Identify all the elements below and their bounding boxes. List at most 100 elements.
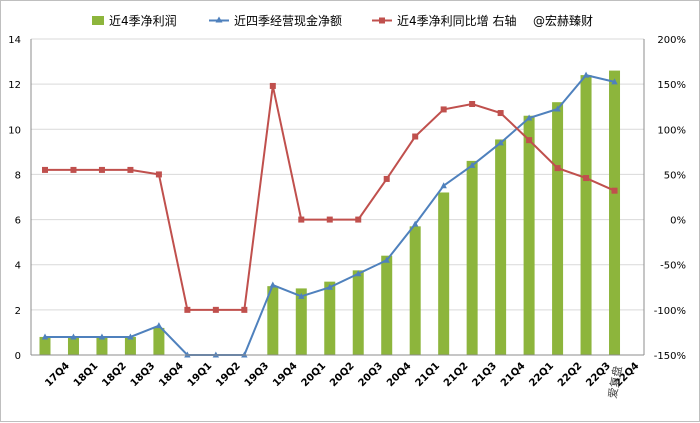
line-series-profit-growth bbox=[42, 82, 618, 313]
legend-label-profit-growth: 近4季净利同比增 右轴 bbox=[397, 13, 516, 28]
legend-watermark: @宏赫臻财 bbox=[533, 13, 593, 28]
y-right-tick-label: 100% bbox=[657, 125, 686, 136]
y-left-tick-label: 8 bbox=[15, 170, 21, 181]
bar-net-profit bbox=[409, 226, 421, 355]
operating-cash-point bbox=[611, 78, 618, 85]
operating-cash-point bbox=[554, 105, 561, 112]
bar-net-profit bbox=[381, 255, 393, 355]
y-right-tick-label: -50% bbox=[660, 261, 686, 272]
y-right-tick-label: -100% bbox=[654, 306, 686, 317]
operating-cash-point bbox=[98, 333, 106, 340]
y-left-tick-label: 4 bbox=[15, 261, 21, 272]
operating-cash-point bbox=[155, 322, 163, 329]
bar-net-profit bbox=[124, 336, 136, 355]
profit-growth-point bbox=[554, 165, 561, 172]
profit-growth-point bbox=[326, 216, 333, 223]
profit-growth-point bbox=[98, 166, 105, 173]
y-right-tick-label: 200% bbox=[657, 35, 686, 46]
x-tick-label: 21Q1 bbox=[414, 361, 443, 390]
bar-net-profit bbox=[153, 327, 165, 355]
bar-net-profit bbox=[352, 270, 364, 355]
operating-cash-point bbox=[497, 139, 504, 146]
legend: 近4季净利润 近四季经营现金净额 近4季净利同比增 右轴 @宏赫臻财 bbox=[92, 13, 593, 28]
operating-cash-point bbox=[269, 281, 277, 288]
bar-net-profit bbox=[523, 115, 535, 355]
x-tick-label: 21Q3 bbox=[470, 361, 499, 390]
profit-growth-point bbox=[526, 137, 533, 144]
x-tick-label: 19Q4 bbox=[271, 361, 300, 390]
legend-label-operating-cash: 近四季经营现金净额 bbox=[234, 13, 342, 28]
x-tick-label: 19Q1 bbox=[186, 361, 215, 390]
y-right-tick-label: -150% bbox=[654, 351, 686, 362]
y-right-tick-label: 150% bbox=[657, 80, 686, 91]
x-tick-label: 21Q4 bbox=[499, 361, 528, 390]
profit-growth-point bbox=[184, 306, 191, 313]
bar-net-profit bbox=[324, 281, 336, 355]
profit-growth-point bbox=[42, 166, 48, 173]
y-left-tick-label: 6 bbox=[15, 216, 21, 227]
operating-cash-point bbox=[525, 114, 533, 121]
x-tick-label: 20Q4 bbox=[385, 361, 414, 390]
bar-net-profit bbox=[67, 336, 79, 355]
profit-growth-point bbox=[412, 133, 419, 140]
bar-net-profit bbox=[438, 192, 450, 355]
bar-net-profit bbox=[552, 102, 564, 355]
profit-growth-point bbox=[440, 106, 447, 113]
bar-net-profit bbox=[495, 139, 507, 355]
bar-net-profit bbox=[580, 75, 592, 355]
profit-growth-point bbox=[355, 216, 362, 223]
profit-growth-point bbox=[70, 166, 77, 173]
operating-cash-point bbox=[326, 283, 333, 290]
operating-cash-point bbox=[70, 333, 77, 340]
x-tick-label: 19Q3 bbox=[243, 361, 272, 390]
operating-cash-point bbox=[440, 182, 447, 189]
profit-growth-point bbox=[155, 171, 162, 178]
operating-cash-point bbox=[383, 256, 390, 263]
x-tick-label: 20Q2 bbox=[328, 361, 357, 390]
y-left-tick-label: 14 bbox=[8, 35, 21, 46]
y-left-tick-label: 0 bbox=[15, 351, 21, 362]
line-series-operating-cash bbox=[41, 71, 618, 358]
operating-cash-point bbox=[411, 220, 419, 227]
operating-cash-point bbox=[355, 270, 362, 277]
bottom-watermark: 爱复盘 bbox=[605, 365, 625, 400]
legend-label-net-profit: 近4季净利润 bbox=[109, 14, 177, 28]
profit-growth-point bbox=[241, 306, 248, 313]
bar-net-profit bbox=[96, 336, 108, 355]
y-left-tick-label: 2 bbox=[15, 306, 21, 317]
y-right-tick-label: 50% bbox=[664, 170, 686, 181]
operating-cash-point bbox=[127, 333, 134, 340]
y-left-tick-label: 10 bbox=[8, 125, 21, 136]
bar-net-profit bbox=[466, 160, 478, 355]
x-tick-label: 18Q3 bbox=[129, 361, 158, 390]
operating-cash-point bbox=[298, 292, 305, 299]
legend-swatch-net-profit bbox=[92, 16, 104, 25]
bar-net-profit bbox=[295, 288, 307, 355]
profit-growth-point bbox=[212, 306, 219, 313]
bar-net-profit bbox=[609, 70, 621, 355]
profit-growth-point bbox=[469, 101, 476, 108]
profit-growth-point bbox=[611, 187, 618, 194]
legend-marker-profit-growth bbox=[379, 17, 385, 24]
x-tick-label: 18Q1 bbox=[72, 361, 101, 390]
legend-marker-operating-cash bbox=[215, 16, 223, 23]
x-tick-label: 18Q4 bbox=[157, 361, 186, 390]
x-tick-label: 18Q2 bbox=[100, 361, 129, 390]
x-tick-label: 20Q3 bbox=[357, 361, 386, 390]
x-tick-label: 22Q2 bbox=[556, 361, 585, 390]
x-tick-label: 17Q4 bbox=[43, 361, 72, 390]
y-right-tick-label: 0% bbox=[670, 216, 686, 227]
profit-growth-point bbox=[583, 175, 590, 182]
x-tick-label: 20Q1 bbox=[300, 361, 329, 390]
x-tick-label: 19Q2 bbox=[214, 361, 243, 390]
bar-series-net-profit bbox=[39, 70, 621, 355]
bar-net-profit bbox=[267, 286, 279, 355]
profit-growth-point bbox=[383, 175, 390, 182]
operating-cash-point bbox=[468, 161, 476, 168]
profit-growth-point bbox=[127, 166, 134, 173]
y-left-tick-label: 12 bbox=[8, 80, 21, 91]
grid-layer bbox=[31, 38, 644, 356]
operating-cash-point bbox=[582, 71, 590, 78]
